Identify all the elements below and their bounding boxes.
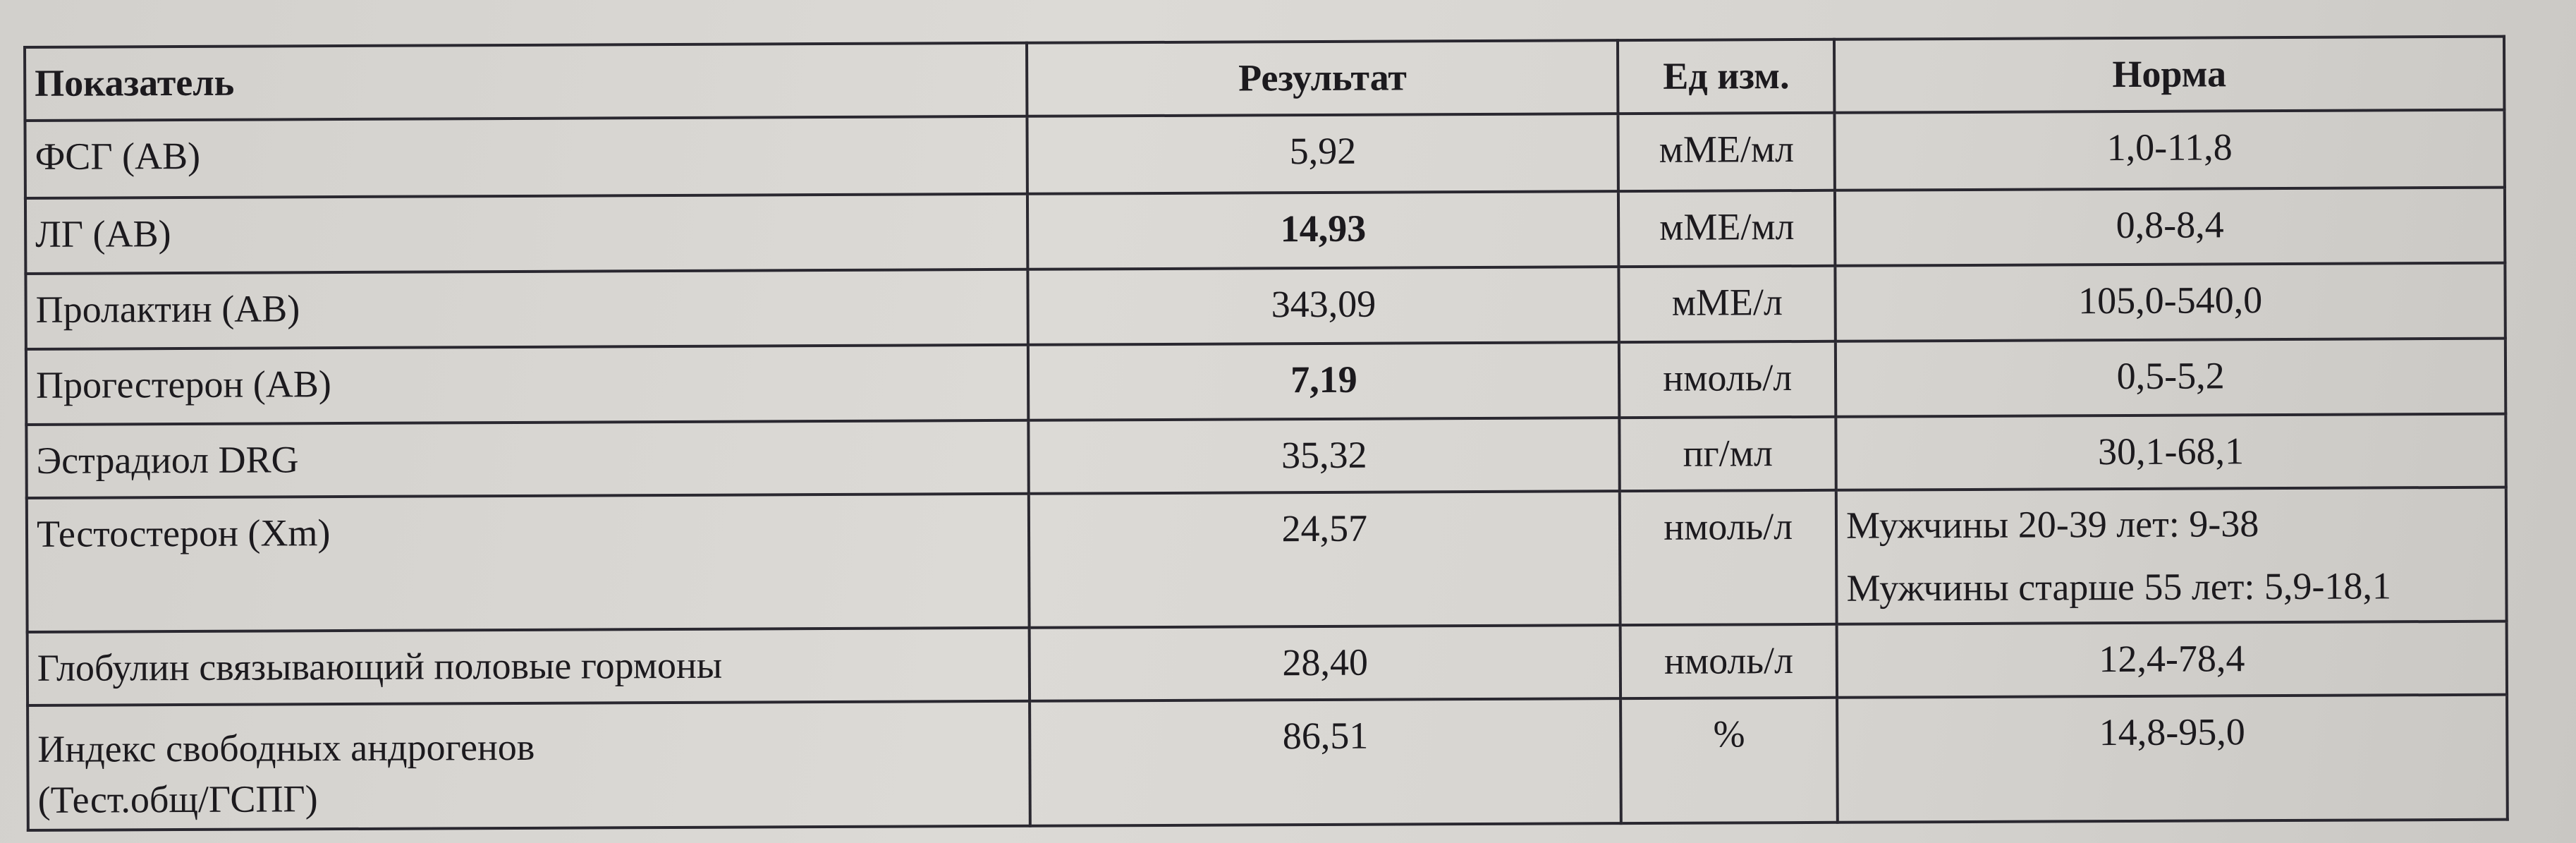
norm: 30,1-68,1 (1836, 413, 2506, 490)
result-value: 24,57 (1029, 490, 1620, 628)
unit: нмоль/л (1620, 490, 1837, 625)
indicator-name-line: Индекс свободных андрогенов (37, 725, 535, 770)
unit: мМЕ/мл (1618, 190, 1836, 267)
table-row: Прогестерон (АВ) 7,19 нмоль/л 0,5-5,2 (25, 338, 2506, 425)
header-unit: Ед изм. (1618, 39, 1835, 114)
header-row: Показатель Результат Ед изм. Норма (25, 36, 2505, 121)
indicator-name: Пролактин (АВ) (25, 269, 1029, 349)
norm: Мужчины 20-39 лет: 9-38 Мужчины старше 5… (1836, 487, 2507, 624)
norm-line: Мужчины 20-39 лет: 9-38 (1845, 502, 2259, 547)
indicator-name: ФСГ (АВ) (25, 116, 1028, 198)
unit: нмоль/л (1620, 624, 1838, 698)
result-value: 343,09 (1027, 266, 1620, 345)
result-value: 5,92 (1027, 113, 1619, 194)
norm-line: Мужчины старше 55 лет: 5,9-18,1 (1846, 564, 2392, 609)
indicator-name-line: (Тест.общ/ГСПГ) (37, 777, 318, 822)
table-row: ЛГ (АВ) 14,93 мМЕ/мл 0,8-8,4 (25, 187, 2505, 274)
norm: 14,8-95,0 (1837, 694, 2508, 823)
indicator-name: Тестостерон (Xm) (26, 493, 1030, 632)
unit: мМЕ/л (1618, 265, 1836, 342)
norm: 12,4-78,4 (1836, 621, 2508, 698)
indicator-name: Прогестерон (АВ) (25, 344, 1029, 425)
indicator-name: ЛГ (АВ) (25, 193, 1028, 274)
result-value: 7,19 (1028, 341, 1620, 420)
table-row: Тестостерон (Xm) 24,57 нмоль/л Мужчины 2… (26, 487, 2507, 632)
unit: % (1620, 697, 1838, 824)
header-indicator: Показатель (25, 42, 1027, 121)
table-row: Эстрадиол DRG 35,32 пг/мл 30,1-68,1 (26, 413, 2506, 498)
indicator-name: Индекс свободных андрогенов (Тест.общ/ГС… (28, 701, 1031, 831)
norm: 0,5-5,2 (1835, 338, 2506, 417)
table-row: Индекс свободных андрогенов (Тест.общ/ГС… (28, 694, 2508, 831)
result-value: 28,40 (1029, 624, 1621, 701)
unit: нмоль/л (1619, 341, 1836, 418)
result-value: 35,32 (1028, 417, 1620, 494)
norm: 0,8-8,4 (1835, 187, 2505, 266)
indicator-name: Эстрадиол DRG (26, 420, 1030, 498)
unit: мМЕ/мл (1618, 112, 1836, 191)
result-value: 86,51 (1030, 698, 1622, 827)
table-row: ФСГ (АВ) 5,92 мМЕ/мл 1,0-11,8 (25, 109, 2505, 198)
result-value: 14,93 (1027, 190, 1619, 269)
lab-results-table: Показатель Результат Ед изм. Норма ФСГ (… (23, 35, 2509, 832)
table-row: Пролактин (АВ) 343,09 мМЕ/л 105,0-540,0 (25, 262, 2505, 349)
header-norm: Норма (1834, 36, 2505, 113)
norm: 1,0-11,8 (1834, 109, 2505, 190)
indicator-name: Глобулин связывающий половые гормоны (27, 627, 1030, 705)
unit: пг/мл (1619, 416, 1836, 491)
norm: 105,0-540,0 (1835, 262, 2505, 341)
header-result: Результат (1027, 40, 1618, 116)
table-row: Глобулин связывающий половые гормоны 28,… (27, 621, 2508, 705)
